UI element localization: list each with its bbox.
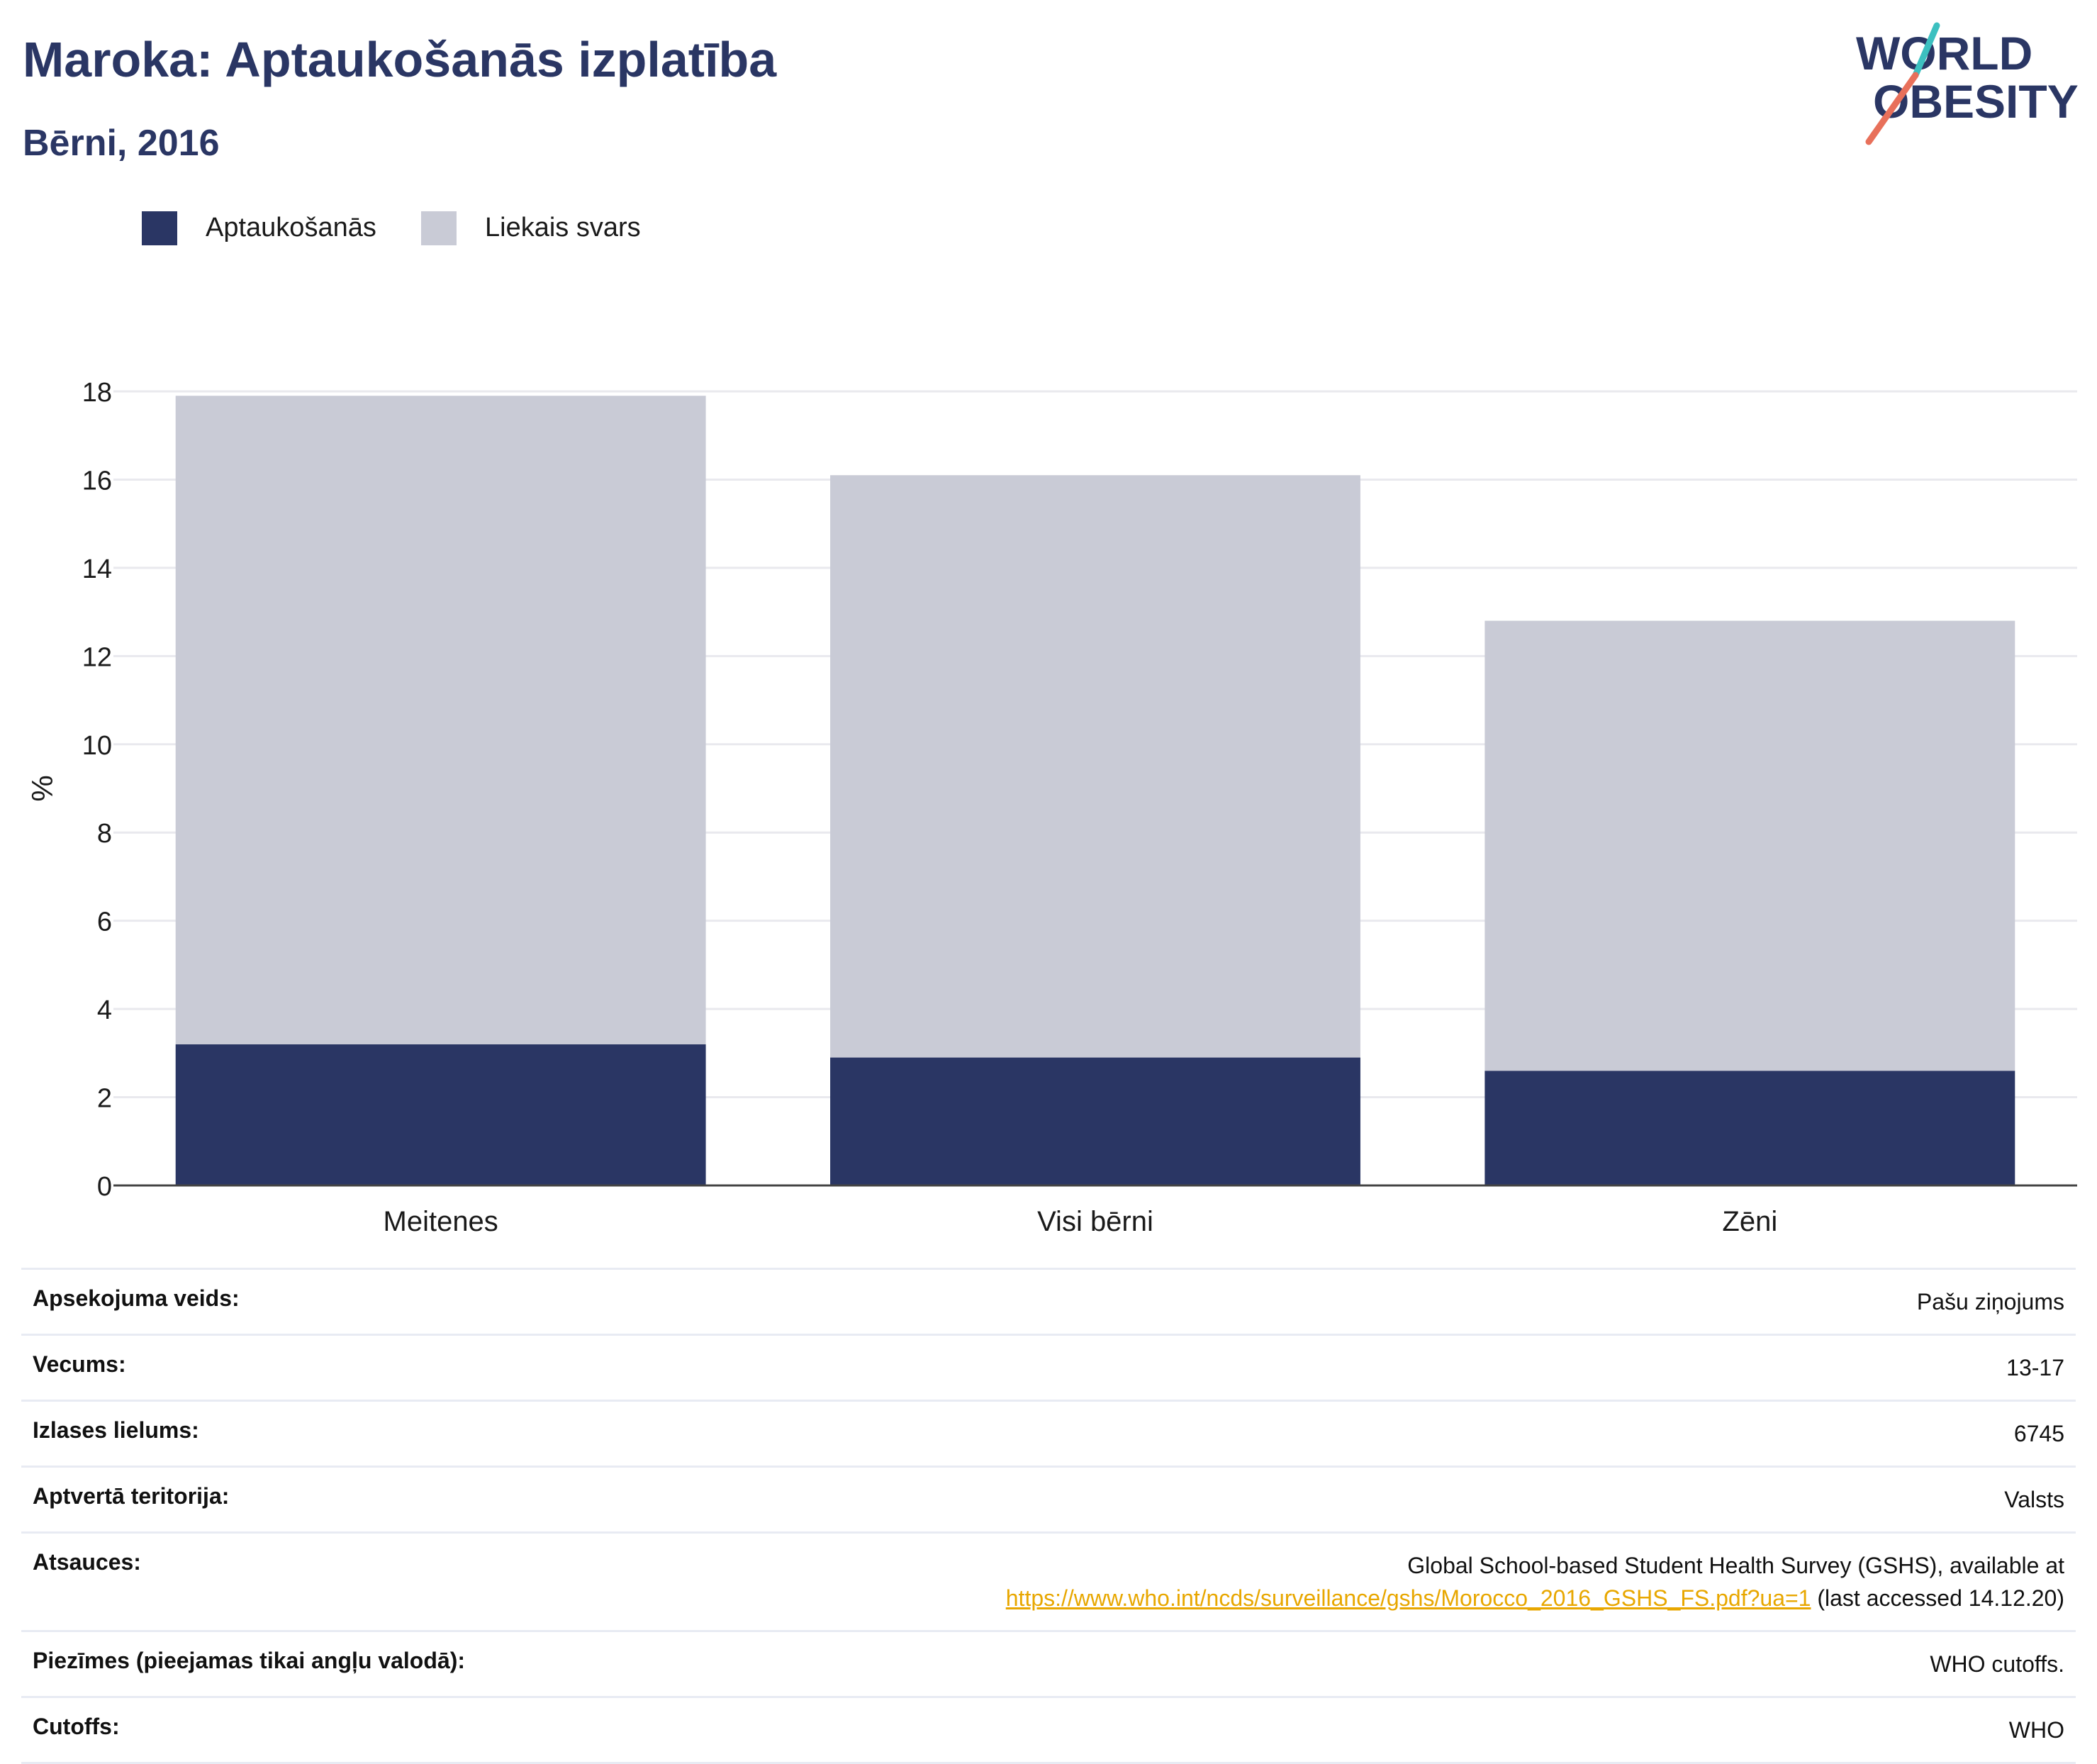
meta-row-coverage: Aptvertā teritorija: Valsts [21, 1466, 2076, 1531]
logo-line1: WORLD [1856, 27, 2032, 79]
meta-value: WHO cutoffs. [1930, 1651, 2064, 1677]
y-tick-label: 16 [82, 466, 112, 496]
meta-label: Apsekojuma veids: [33, 1285, 240, 1311]
bar-overweight-1 [175, 396, 706, 1044]
x-tick-label: Zēni [1722, 1206, 1777, 1237]
meta-label: Vecums: [33, 1351, 126, 1377]
meta-value: 13-17 [2006, 1355, 2064, 1380]
meta-label: Aptvertā teritorija: [33, 1483, 230, 1509]
meta-value: WHO [2008, 1717, 2064, 1743]
y-tick-label: 14 [82, 554, 112, 584]
meta-row-age: Vecums: 13-17 [21, 1334, 2076, 1400]
stacked-bar-chart: 0 2 4 6 8 10 12 14 16 18% Meitenes Visi bērni Zēni [26, 378, 2077, 1237]
y-tick-label: 6 [97, 908, 112, 937]
reference-text: Global School-based Student Health Surve… [1407, 1553, 2064, 1578]
y-tick-label: 2 [97, 1084, 112, 1114]
meta-value: Pašu ziņojums [1916, 1289, 2064, 1314]
meta-value-references: Global School-based Student Health Surve… [33, 1549, 2064, 1614]
y-tick-label: 18 [82, 378, 112, 408]
bar-overweight-3 [1484, 620, 2015, 1071]
world-obesity-logo: WORLD OBESITY [1856, 22, 2079, 145]
y-tick-label: 8 [97, 819, 112, 849]
bar-overweight-2 [830, 475, 1360, 1058]
meta-row-notes: Piezīmes (pieejamas tikai angļu valodā):… [21, 1630, 2076, 1696]
meta-row-cutoffs: Cutoffs: WHO [21, 1696, 2076, 1764]
meta-value: 6745 [2013, 1421, 2064, 1446]
bar-obesity-1 [175, 1044, 706, 1185]
x-tick-label: Visi bērni [1037, 1206, 1153, 1237]
meta-label: Piezīmes (pieejamas tikai angļu valodā): [33, 1648, 465, 1673]
y-tick-label: 10 [82, 731, 112, 761]
meta-value: Valsts [2004, 1487, 2064, 1512]
reference-suffix: (last accessed 14.12.20) [1811, 1585, 2064, 1611]
meta-label: Cutoffs: [33, 1714, 120, 1739]
legend-label-obesity: Aptaukošanās [206, 213, 376, 242]
bar-obesity-2 [830, 1057, 1360, 1185]
y-tick-label: 4 [97, 995, 112, 1025]
meta-row-survey-type: Apsekojuma veids: Pašu ziņojums [21, 1268, 2076, 1334]
y-tick-label: 12 [82, 642, 112, 672]
legend-swatch-obesity [142, 211, 177, 245]
page-subtitle: Bērni, 2016 [23, 123, 220, 164]
legend-swatch-overweight [421, 211, 457, 245]
x-tick-label: Meitenes [384, 1206, 498, 1237]
reference-link-line: https://www.who.int/ncds/surveillance/gs… [33, 1582, 2064, 1614]
meta-label: Izlases lielums: [33, 1417, 199, 1443]
reference-link[interactable]: https://www.who.int/ncds/surveillance/gs… [1005, 1585, 1811, 1611]
legend-label-overweight: Liekais svars [485, 213, 641, 242]
y-tick-label: 0 [97, 1172, 112, 1202]
meta-row-references: Atsauces: Global School-based Student He… [21, 1531, 2076, 1630]
bar-obesity-3 [1484, 1071, 2015, 1185]
metadata-table: Apsekojuma veids: Pašu ziņojums Vecums: … [21, 1268, 2076, 1764]
meta-row-sample-size: Izlases lielums: 6745 [21, 1400, 2076, 1466]
page-title: Maroka: Aptaukošanās izplatība [23, 32, 777, 87]
meta-label: Atsauces: [33, 1549, 141, 1575]
y-axis-label: % [26, 775, 59, 801]
